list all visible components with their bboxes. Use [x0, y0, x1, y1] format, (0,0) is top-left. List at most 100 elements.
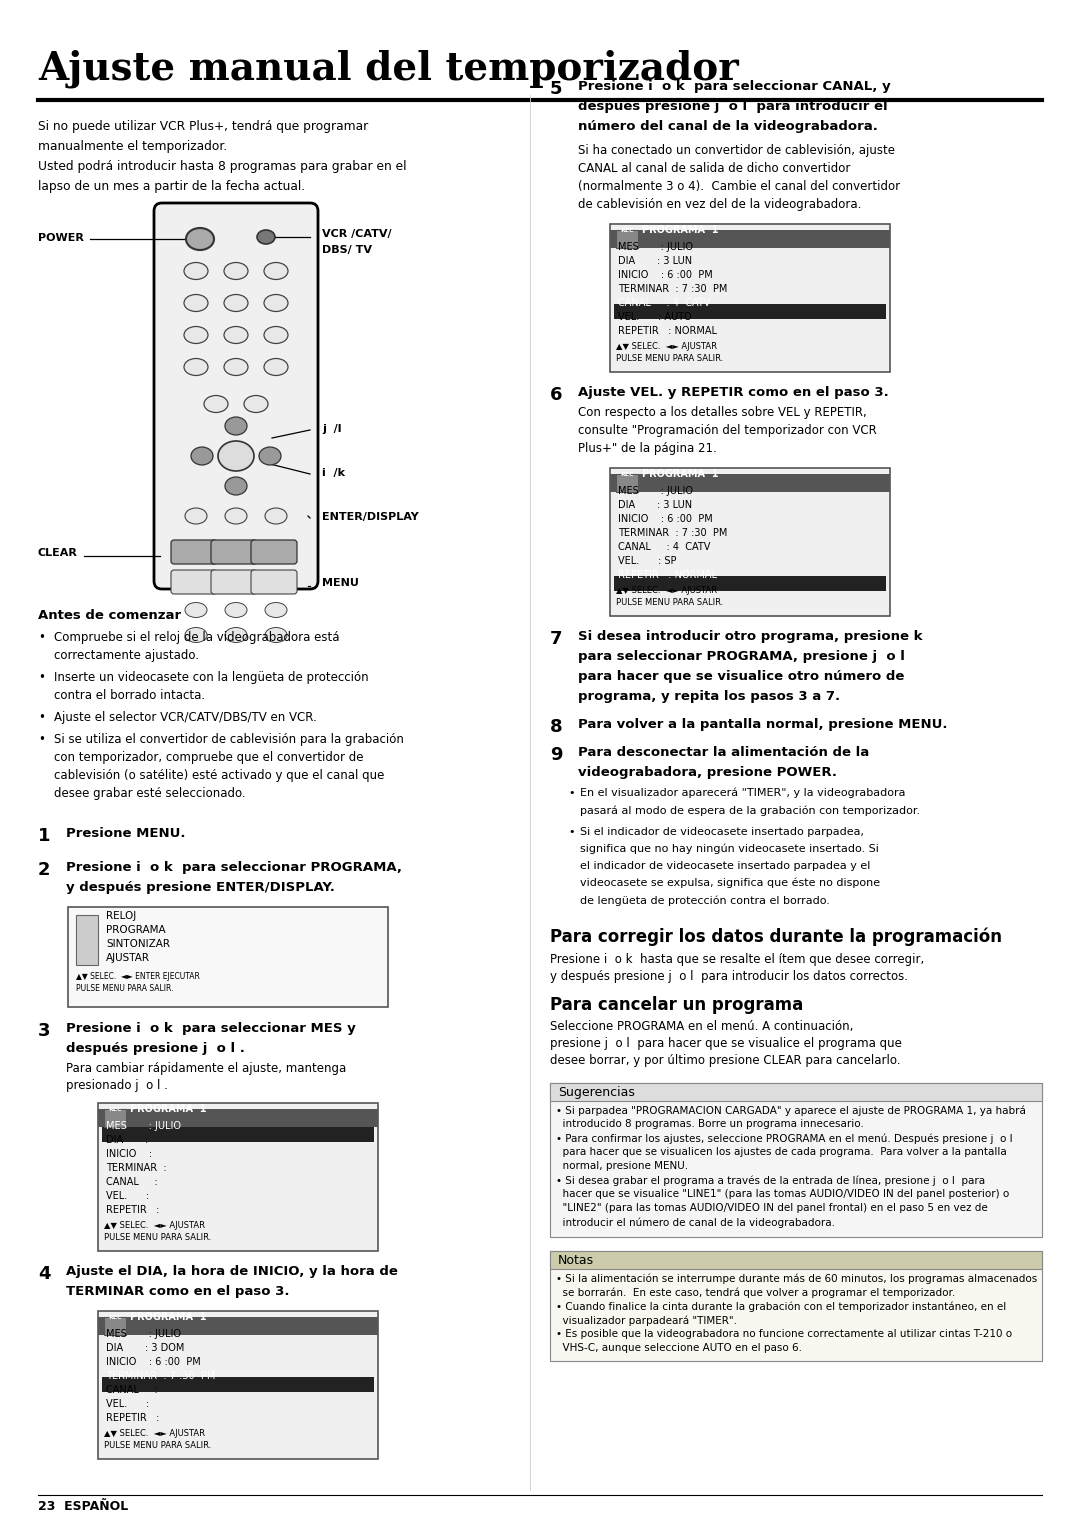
Ellipse shape [257, 231, 275, 244]
Text: Si el indicador de videocasete insertado parpadea,: Si el indicador de videocasete insertado… [580, 827, 864, 837]
Text: TERMINAR como en el paso 3.: TERMINAR como en el paso 3. [66, 1285, 289, 1297]
Text: VEL.      :: VEL. : [106, 1190, 152, 1201]
Ellipse shape [265, 507, 287, 524]
Text: TERMINAR  :: TERMINAR : [106, 1163, 170, 1174]
Text: •: • [568, 827, 575, 837]
Text: 2: 2 [38, 860, 51, 879]
Text: introducir el número de canal de la videograbadora.: introducir el número de canal de la vide… [556, 1216, 835, 1227]
Text: REC: REC [108, 1316, 122, 1320]
Text: • Cuando finalice la cinta durante la grabación con el temporizador instantáneo,: • Cuando finalice la cinta durante la gr… [556, 1300, 1007, 1311]
Text: INICIO    : 6 :00  PM: INICIO : 6 :00 PM [618, 270, 713, 280]
Ellipse shape [185, 602, 207, 617]
Text: Para desconectar la alimentación de la: Para desconectar la alimentación de la [578, 746, 869, 759]
Text: Para cambiar rápidamente el ajuste, mantenga: Para cambiar rápidamente el ajuste, mant… [66, 1062, 347, 1076]
Text: para hacer que se visualicen los ajustes de cada programa.  Para volver a la pan: para hacer que se visualicen los ajustes… [556, 1148, 1007, 1157]
Text: MES       : JULIO: MES : JULIO [106, 1122, 181, 1131]
Text: Usted podrá introducir hasta 8 programas para grabar en el: Usted podrá introducir hasta 8 programas… [38, 160, 406, 173]
Ellipse shape [224, 359, 248, 376]
Text: 7: 7 [550, 630, 563, 648]
FancyBboxPatch shape [211, 570, 257, 594]
Text: se borrarán.  En este caso, tendrá que volver a programar el temporizador.: se borrarán. En este caso, tendrá que vo… [556, 1287, 955, 1297]
Text: PROGRAMA  1: PROGRAMA 1 [130, 1313, 206, 1322]
Text: PULSE MENU PARA SALIR.: PULSE MENU PARA SALIR. [104, 1441, 212, 1450]
Text: DBS/ TV: DBS/ TV [322, 244, 372, 255]
Ellipse shape [225, 417, 247, 435]
Text: •: • [38, 711, 45, 724]
Text: programa, y repita los pasos 3 a 7.: programa, y repita los pasos 3 a 7. [578, 691, 840, 703]
Ellipse shape [184, 263, 208, 280]
Text: Con respecto a los detalles sobre VEL y REPETIR,: Con respecto a los detalles sobre VEL y … [578, 406, 867, 419]
FancyBboxPatch shape [154, 203, 318, 588]
Text: VCR /CATV/: VCR /CATV/ [322, 229, 392, 238]
Text: MES       : JULIO: MES : JULIO [106, 1329, 181, 1339]
Ellipse shape [191, 448, 213, 465]
Text: Presione i  o k  para seleccionar PROGRAMA,: Presione i o k para seleccionar PROGRAMA… [66, 860, 402, 874]
Bar [610, 468, 890, 616]
Text: REC: REC [620, 228, 634, 232]
Text: número del canal de la videograbadora.: número del canal de la videograbadora. [578, 121, 878, 133]
Text: Ajuste el selector VCR/CATV/DBS/TV en VCR.: Ajuste el selector VCR/CATV/DBS/TV en VC… [54, 711, 316, 724]
Text: Si se utiliza el convertidor de cablevisión para la grabación: Si se utiliza el convertidor de cablevis… [54, 733, 404, 746]
Ellipse shape [264, 263, 288, 280]
Bar [615, 304, 886, 319]
Text: INICIO    : 6 :00  PM: INICIO : 6 :00 PM [618, 513, 713, 524]
Ellipse shape [265, 602, 287, 617]
Text: ▲▼ SELEC.  ◄► AJUSTAR: ▲▼ SELEC. ◄► AJUSTAR [104, 1221, 205, 1230]
Bar [98, 1103, 378, 1251]
Text: el indicador de videocasete insertado parpadea y el: el indicador de videocasete insertado pa… [580, 860, 870, 871]
Text: Ajuste manual del temporizador: Ajuste manual del temporizador [38, 50, 739, 89]
Text: REPETIR   : NORMAL: REPETIR : NORMAL [618, 325, 717, 336]
Text: VEL.      : SP: VEL. : SP [618, 556, 676, 565]
Ellipse shape [184, 359, 208, 376]
Text: PULSE MENU PARA SALIR.: PULSE MENU PARA SALIR. [616, 597, 724, 607]
Bar [104, 1109, 126, 1128]
Text: (normalmente 3 o 4).  Cambie el canal del convertidor: (normalmente 3 o 4). Cambie el canal del… [578, 180, 900, 193]
Text: presionado j  o l .: presionado j o l . [66, 1079, 167, 1093]
Text: Seleccione PROGRAMA en el menú. A continuación,: Seleccione PROGRAMA en el menú. A contin… [550, 1021, 853, 1033]
Text: • Si parpadea "PROGRAMACION CARGADA" y aparece el ajuste de PROGRAMA 1, ya habrá: • Si parpadea "PROGRAMACION CARGADA" y a… [556, 1105, 1026, 1115]
Text: DIA       : 3 LUN: DIA : 3 LUN [618, 257, 692, 266]
Text: Antes de comenzar: Antes de comenzar [38, 610, 181, 622]
Text: TERMINAR  : 7 :30  PM: TERMINAR : 7 :30 PM [106, 1371, 215, 1381]
Bar [610, 231, 890, 248]
Ellipse shape [264, 359, 288, 376]
Text: correctamente ajustado.: correctamente ajustado. [54, 649, 199, 662]
Text: •: • [38, 733, 45, 746]
FancyBboxPatch shape [171, 539, 217, 564]
Text: para hacer que se visualice otro número de: para hacer que se visualice otro número … [578, 669, 904, 683]
Text: PROGRAMA  1: PROGRAMA 1 [130, 1105, 206, 1114]
Text: • Es posible que la videograbadora no funcione correctamente al utilizar cintas : • Es posible que la videograbadora no fu… [556, 1329, 1012, 1339]
Text: CANAL al canal de salida de dicho convertidor: CANAL al canal de salida de dicho conver… [578, 162, 850, 176]
Bar [550, 1251, 1042, 1361]
Bar [104, 1317, 126, 1335]
Text: Para corregir los datos durante la programación: Para corregir los datos durante la progr… [550, 927, 1002, 946]
Bar [616, 474, 638, 492]
Text: introducido 8 programas. Borre un programa innecesario.: introducido 8 programas. Borre un progra… [556, 1118, 864, 1129]
Bar [550, 1083, 1042, 1102]
Ellipse shape [225, 628, 247, 642]
Bar [76, 915, 98, 966]
Text: 4: 4 [38, 1265, 51, 1284]
Text: VEL.      :: VEL. : [106, 1400, 152, 1409]
Text: MES       : JULIO: MES : JULIO [618, 241, 693, 252]
Text: para seleccionar PROGRAMA, presione j  o l: para seleccionar PROGRAMA, presione j o … [578, 649, 905, 663]
Text: 3: 3 [38, 1022, 51, 1041]
Text: • Si desea grabar el programa a través de la entrada de línea, presione j  o l  : • Si desea grabar el programa a través d… [556, 1175, 985, 1186]
Text: PROGRAMA  1: PROGRAMA 1 [642, 225, 718, 235]
Text: videocasete se expulsa, significa que éste no dispone: videocasete se expulsa, significa que és… [580, 879, 880, 888]
Bar [615, 576, 886, 591]
Text: •: • [38, 671, 45, 685]
Ellipse shape [264, 295, 288, 312]
Ellipse shape [244, 396, 268, 413]
Text: REPETIR   :: REPETIR : [106, 1206, 162, 1215]
Text: consulte "Programación del temporizador con VCR: consulte "Programación del temporizador … [578, 423, 877, 437]
Bar [98, 1317, 378, 1335]
Text: pasará al modo de espera de la grabación con temporizador.: pasará al modo de espera de la grabación… [580, 805, 920, 816]
Text: videograbadora, presione POWER.: videograbadora, presione POWER. [578, 766, 837, 779]
Text: y después presione j  o l  para introducir los datos correctos.: y después presione j o l para introducir… [550, 970, 908, 983]
Text: REC: REC [108, 1106, 122, 1112]
Ellipse shape [225, 602, 247, 617]
Ellipse shape [225, 477, 247, 495]
Bar [102, 1128, 374, 1141]
Text: i  /k: i /k [322, 468, 345, 478]
